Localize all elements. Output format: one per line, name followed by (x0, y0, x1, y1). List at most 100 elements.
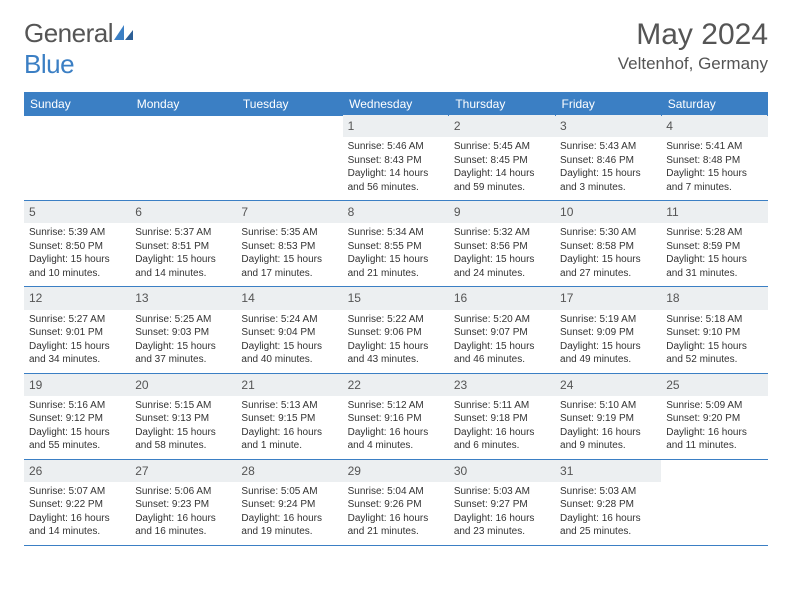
sunset: Sunset: 8:43 PM (348, 154, 444, 168)
daylight: Daylight: 16 hours and 23 minutes. (454, 512, 550, 539)
sunrise: Sunrise: 5:34 AM (348, 226, 444, 240)
sunrise: Sunrise: 5:37 AM (135, 226, 231, 240)
day-number: 20 (130, 374, 236, 396)
day-number: 17 (555, 287, 661, 309)
week-row: 1Sunrise: 5:46 AMSunset: 8:43 PMDaylight… (24, 116, 768, 201)
day-cell: 10Sunrise: 5:30 AMSunset: 8:58 PMDayligh… (555, 201, 661, 287)
sunrise: Sunrise: 5:03 AM (560, 485, 656, 499)
sunset: Sunset: 8:53 PM (241, 240, 337, 254)
day-number: 16 (449, 287, 555, 309)
sunrise: Sunrise: 5:03 AM (454, 485, 550, 499)
day-number: 22 (343, 374, 449, 396)
day-cell: 18Sunrise: 5:18 AMSunset: 9:10 PMDayligh… (661, 287, 767, 373)
dow-saturday: Saturday (661, 92, 767, 116)
day-cell: 12Sunrise: 5:27 AMSunset: 9:01 PMDayligh… (24, 287, 130, 373)
day-number: 21 (236, 374, 342, 396)
daylight: Daylight: 15 hours and 34 minutes. (29, 340, 125, 367)
title-block: May 2024 Veltenhof, Germany (618, 18, 768, 74)
sunset: Sunset: 9:27 PM (454, 498, 550, 512)
day-cell: 30 Sunrise: 5:03 AMSunset: 9:27 PMDayligh… (449, 459, 555, 545)
sunset: Sunset: 9:20 PM (666, 412, 762, 426)
day-cell: 1Sunrise: 5:46 AMSunset: 8:43 PMDaylight… (343, 116, 449, 201)
day-number: 4 (661, 115, 767, 137)
day-number: 24 (555, 374, 661, 396)
sunset: Sunset: 9:04 PM (241, 326, 337, 340)
sunrise: Sunrise: 5:28 AM (666, 226, 762, 240)
day-cell: 9Sunrise: 5:32 AMSunset: 8:56 PMDaylight… (449, 201, 555, 287)
day-cell (24, 116, 130, 201)
daylight: Daylight: 15 hours and 49 minutes. (560, 340, 656, 367)
day-number (24, 115, 130, 137)
sunset: Sunset: 9:19 PM (560, 412, 656, 426)
sunset: Sunset: 9:03 PM (135, 326, 231, 340)
daylight: Daylight: 15 hours and 3 minutes. (560, 167, 656, 194)
sunset: Sunset: 9:09 PM (560, 326, 656, 340)
daylight: Daylight: 15 hours and 14 minutes. (135, 253, 231, 280)
sunset: Sunset: 9:12 PM (29, 412, 125, 426)
sunset: Sunset: 9:07 PM (454, 326, 550, 340)
day-cell: 26Sunrise: 5:07 AMSunset: 9:22 PMDayligh… (24, 459, 130, 545)
logo-text: GeneralBlue (24, 18, 135, 80)
week-row: 26Sunrise: 5:07 AMSunset: 9:22 PMDayligh… (24, 459, 768, 545)
daylight: Daylight: 15 hours and 55 minutes. (29, 426, 125, 453)
daylight: Daylight: 14 hours and 59 minutes. (454, 167, 550, 194)
sunrise: Sunrise: 5:06 AM (135, 485, 231, 499)
day-cell: 16Sunrise: 5:20 AMSunset: 9:07 PMDayligh… (449, 287, 555, 373)
day-cell: 17Sunrise: 5:19 AMSunset: 9:09 PMDayligh… (555, 287, 661, 373)
day-cell: 4Sunrise: 5:41 AMSunset: 8:48 PMDaylight… (661, 116, 767, 201)
location: Veltenhof, Germany (618, 54, 768, 74)
calendar-head: SundayMondayTuesdayWednesdayThursdayFrid… (24, 92, 768, 116)
sunset: Sunset: 9:13 PM (135, 412, 231, 426)
day-number: 23 (449, 374, 555, 396)
day-number: 9 (449, 201, 555, 223)
daylight: Daylight: 16 hours and 21 minutes. (348, 512, 444, 539)
day-number: 13 (130, 287, 236, 309)
sunset: Sunset: 9:18 PM (454, 412, 550, 426)
sunset: Sunset: 9:16 PM (348, 412, 444, 426)
logo: GeneralBlue (24, 18, 135, 80)
daylight: Daylight: 16 hours and 16 minutes. (135, 512, 231, 539)
daylight: Daylight: 16 hours and 14 minutes. (29, 512, 125, 539)
day-number: 29 (343, 460, 449, 482)
sunrise: Sunrise: 5:24 AM (241, 313, 337, 327)
daylight: Daylight: 16 hours and 25 minutes. (560, 512, 656, 539)
daylight: Daylight: 15 hours and 31 minutes. (666, 253, 762, 280)
sunset: Sunset: 9:01 PM (29, 326, 125, 340)
sunset: Sunset: 9:15 PM (241, 412, 337, 426)
day-number: 30 (449, 460, 555, 482)
sunrise: Sunrise: 5:04 AM (348, 485, 444, 499)
dow-friday: Friday (555, 92, 661, 116)
day-cell: 2Sunrise: 5:45 AMSunset: 8:45 PMDaylight… (449, 116, 555, 201)
daylight: Daylight: 16 hours and 4 minutes. (348, 426, 444, 453)
sunset: Sunset: 9:24 PM (241, 498, 337, 512)
sunset: Sunset: 8:46 PM (560, 154, 656, 168)
sunrise: Sunrise: 5:30 AM (560, 226, 656, 240)
daylight: Daylight: 15 hours and 17 minutes. (241, 253, 337, 280)
day-number: 10 (555, 201, 661, 223)
sunrise: Sunrise: 5:10 AM (560, 399, 656, 413)
sunset: Sunset: 9:06 PM (348, 326, 444, 340)
day-cell: 23Sunrise: 5:11 AMSunset: 9:18 PMDayligh… (449, 373, 555, 459)
sunset: Sunset: 9:22 PM (29, 498, 125, 512)
sunset: Sunset: 8:50 PM (29, 240, 125, 254)
daylight: Daylight: 16 hours and 11 minutes. (666, 426, 762, 453)
day-number: 11 (661, 201, 767, 223)
sunrise: Sunrise: 5:07 AM (29, 485, 125, 499)
day-number: 27 (130, 460, 236, 482)
dow-tuesday: Tuesday (236, 92, 342, 116)
daylight: Daylight: 16 hours and 9 minutes. (560, 426, 656, 453)
week-row: 12Sunrise: 5:27 AMSunset: 9:01 PMDayligh… (24, 287, 768, 373)
day-cell: 28Sunrise: 5:05 AMSunset: 9:24 PMDayligh… (236, 459, 342, 545)
daylight: Daylight: 15 hours and 27 minutes. (560, 253, 656, 280)
day-cell: 20Sunrise: 5:15 AMSunset: 9:13 PMDayligh… (130, 373, 236, 459)
sunrise: Sunrise: 5:09 AM (666, 399, 762, 413)
sunrise: Sunrise: 5:12 AM (348, 399, 444, 413)
day-cell: 27Sunrise: 5:06 AMSunset: 9:23 PMDayligh… (130, 459, 236, 545)
day-number: 14 (236, 287, 342, 309)
day-number: 7 (236, 201, 342, 223)
sunrise: Sunrise: 5:45 AM (454, 140, 550, 154)
daylight: Daylight: 15 hours and 43 minutes. (348, 340, 444, 367)
day-cell: 29Sunrise: 5:04 AMSunset: 9:26 PMDayligh… (343, 459, 449, 545)
day-number: 1 (343, 115, 449, 137)
sunrise: Sunrise: 5:39 AM (29, 226, 125, 240)
